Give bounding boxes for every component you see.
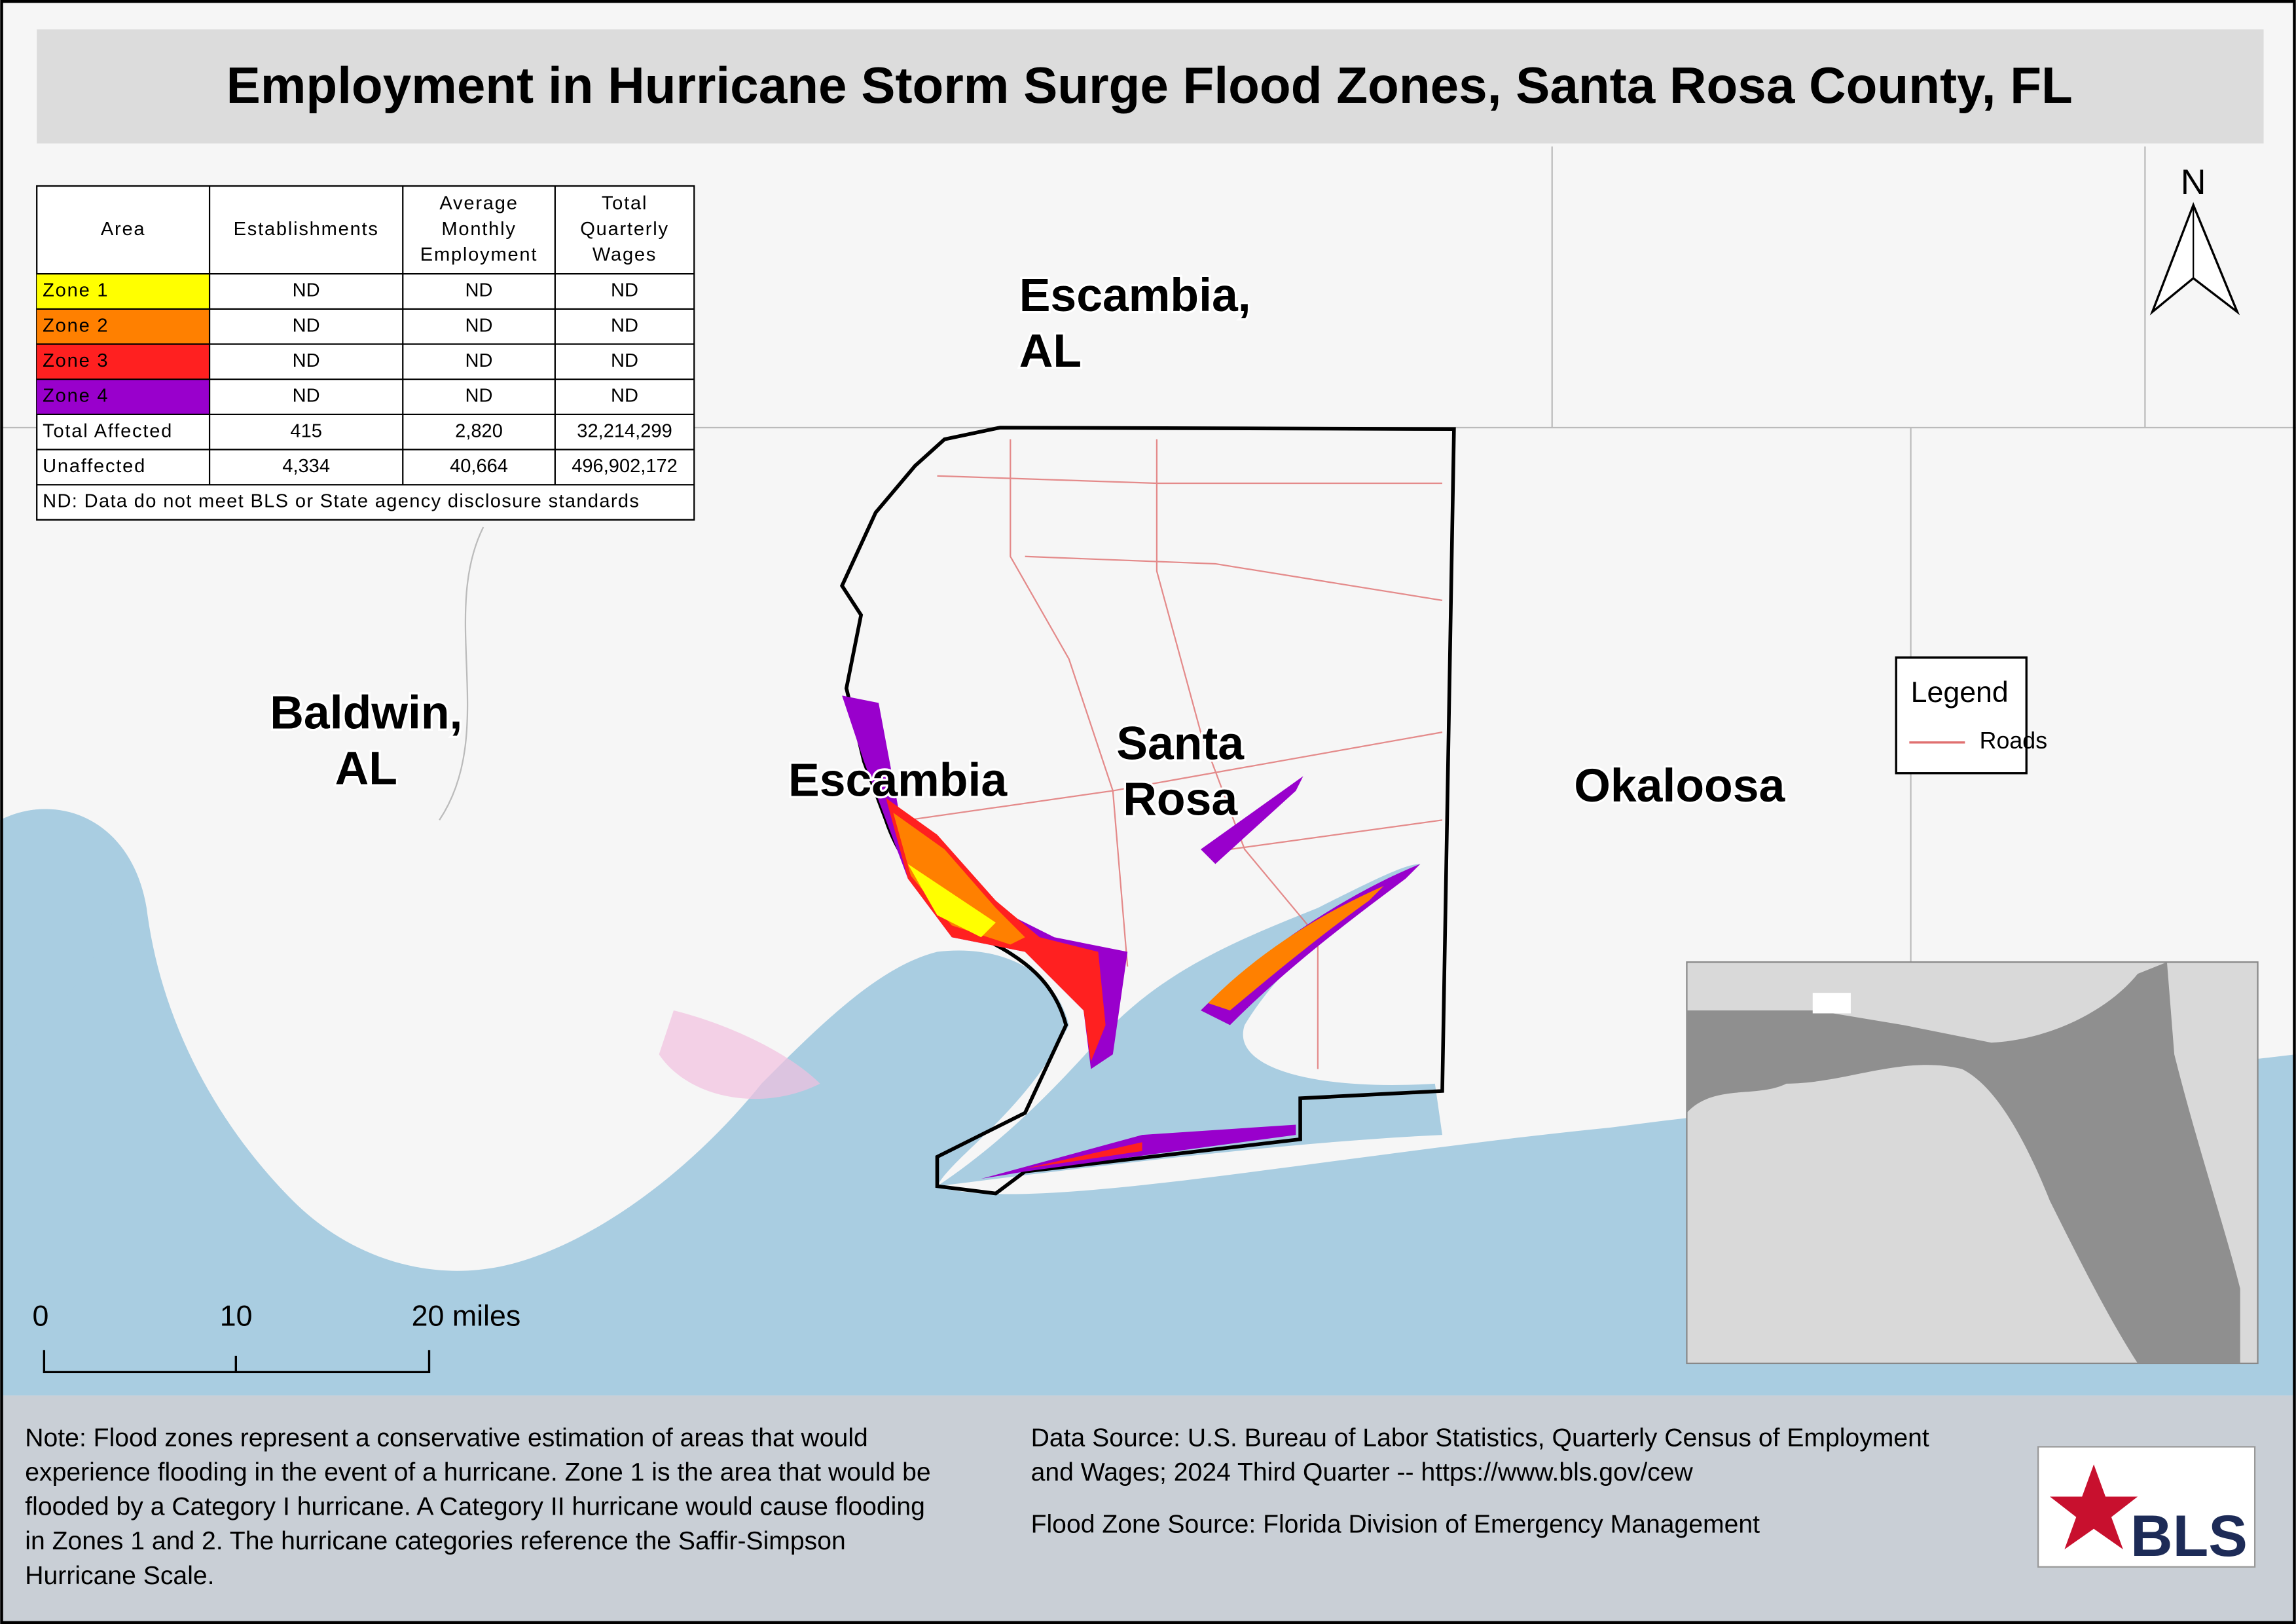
map-title: Employment in Hurricane Storm Surge Floo… (227, 56, 2073, 114)
column-header: Area (101, 219, 146, 240)
table-cell: ND (465, 280, 493, 301)
footer-panel (0, 1395, 2296, 1624)
place-label: Baldwin, (270, 686, 462, 739)
column-header: Monthly (441, 219, 516, 240)
data-table: Area Establishments Average Monthly Employme… (36, 185, 695, 521)
table-cell: 415 (290, 420, 322, 441)
row-label: Zone 2 (43, 315, 109, 336)
table-cell: 40,664 (450, 456, 508, 477)
scale-labels: 0 10 20 miles (32, 1300, 520, 1332)
zone-swatch (37, 344, 210, 380)
roads (907, 439, 1443, 1069)
table-cell: ND (293, 386, 320, 407)
perdido-water (0, 809, 132, 1055)
table-cell: 496,902,172 (572, 456, 678, 477)
table-cell: 4,334 (282, 456, 330, 477)
scale-label: 20 miles (412, 1300, 521, 1332)
table-cell: 2,820 (455, 420, 503, 441)
row-label: Zone 1 (43, 280, 109, 301)
scale-label: 10 (220, 1300, 253, 1332)
place-label: Rosa (1123, 773, 1238, 825)
place-label: Okaloosa (1574, 760, 1785, 812)
table-cell: ND (611, 315, 638, 336)
note-line: Note: Flood zones represent a conservati… (25, 1424, 867, 1452)
flood-zone-source: Flood Zone Source: Florida Division of E… (1031, 1511, 1760, 1539)
place-label: AL (1019, 325, 1082, 377)
note-line: experience flooding in the event of a hu… (25, 1458, 930, 1486)
row-label: Total Affected (43, 420, 173, 441)
zone-swatch (37, 308, 210, 344)
logo-text: BLS (2130, 1503, 2248, 1568)
table-cell: ND (293, 315, 320, 336)
table-cell: 32,214,299 (577, 420, 672, 441)
place-label: AL (335, 742, 397, 794)
place-label: Escambia, (1019, 269, 1251, 322)
inset-land (1686, 962, 2240, 1363)
column-header: Total (602, 193, 647, 214)
scale-label: 0 (32, 1300, 48, 1332)
neighbor-flood-zone (659, 1010, 820, 1099)
data-source-line: Data Source: U.S. Bureau of Labor Statis… (1031, 1424, 1929, 1452)
table-footnote: ND: Data do not meet BLS or State agency… (43, 491, 640, 512)
inset-highlight (1812, 993, 1851, 1014)
legend-box (1895, 656, 2028, 775)
column-header: Average (439, 193, 518, 214)
note-line: Hurricane Scale. (25, 1562, 214, 1590)
row-label: Unaffected (43, 456, 146, 477)
zone-swatch (37, 274, 210, 309)
north-label: N (2181, 162, 2206, 202)
legend-title: Legend (1911, 676, 2009, 709)
table-cell: ND (465, 350, 493, 371)
footer-text: Note: Flood zones represent a conservati… (25, 1424, 1929, 1590)
table-cell: ND (465, 386, 493, 407)
note-line: flooded by a Category I hurricane. A Cat… (25, 1493, 925, 1521)
legend-label: Roads (1980, 728, 2047, 754)
table-cell: ND (465, 315, 493, 336)
column-header: Employment (420, 244, 538, 265)
title-bar (37, 29, 2264, 144)
row-label: Zone 4 (43, 386, 109, 407)
scale-bar (43, 1350, 431, 1374)
logo-star (2050, 1464, 2138, 1549)
table-cell: ND (611, 386, 638, 407)
zone-swatch (37, 379, 210, 415)
table-cell: ND (293, 280, 320, 301)
table-cell: ND (293, 350, 320, 371)
flood-zones (842, 695, 1421, 1179)
row-label: Zone 3 (43, 350, 109, 371)
column-header: Establishments (234, 219, 379, 240)
column-header: Quarterly (580, 219, 669, 240)
column-header: Wages (592, 244, 657, 265)
bay-water (937, 864, 1442, 1187)
data-source-line: and Wages; 2024 Third Quarter -- https:/… (1031, 1458, 1694, 1486)
place-label: Escambia (788, 754, 1008, 806)
legend-items: Roads (1909, 728, 2047, 754)
note-line: in Zones 1 and 2. The hurricane categori… (25, 1527, 845, 1555)
table-cell: ND (611, 280, 638, 301)
table-cell: ND (611, 350, 638, 371)
place-label: Santa (1116, 717, 1245, 769)
